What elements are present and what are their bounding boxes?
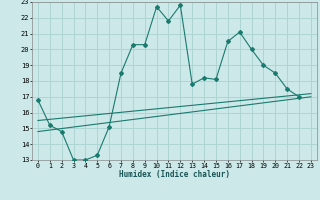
X-axis label: Humidex (Indice chaleur): Humidex (Indice chaleur) xyxy=(119,170,230,179)
